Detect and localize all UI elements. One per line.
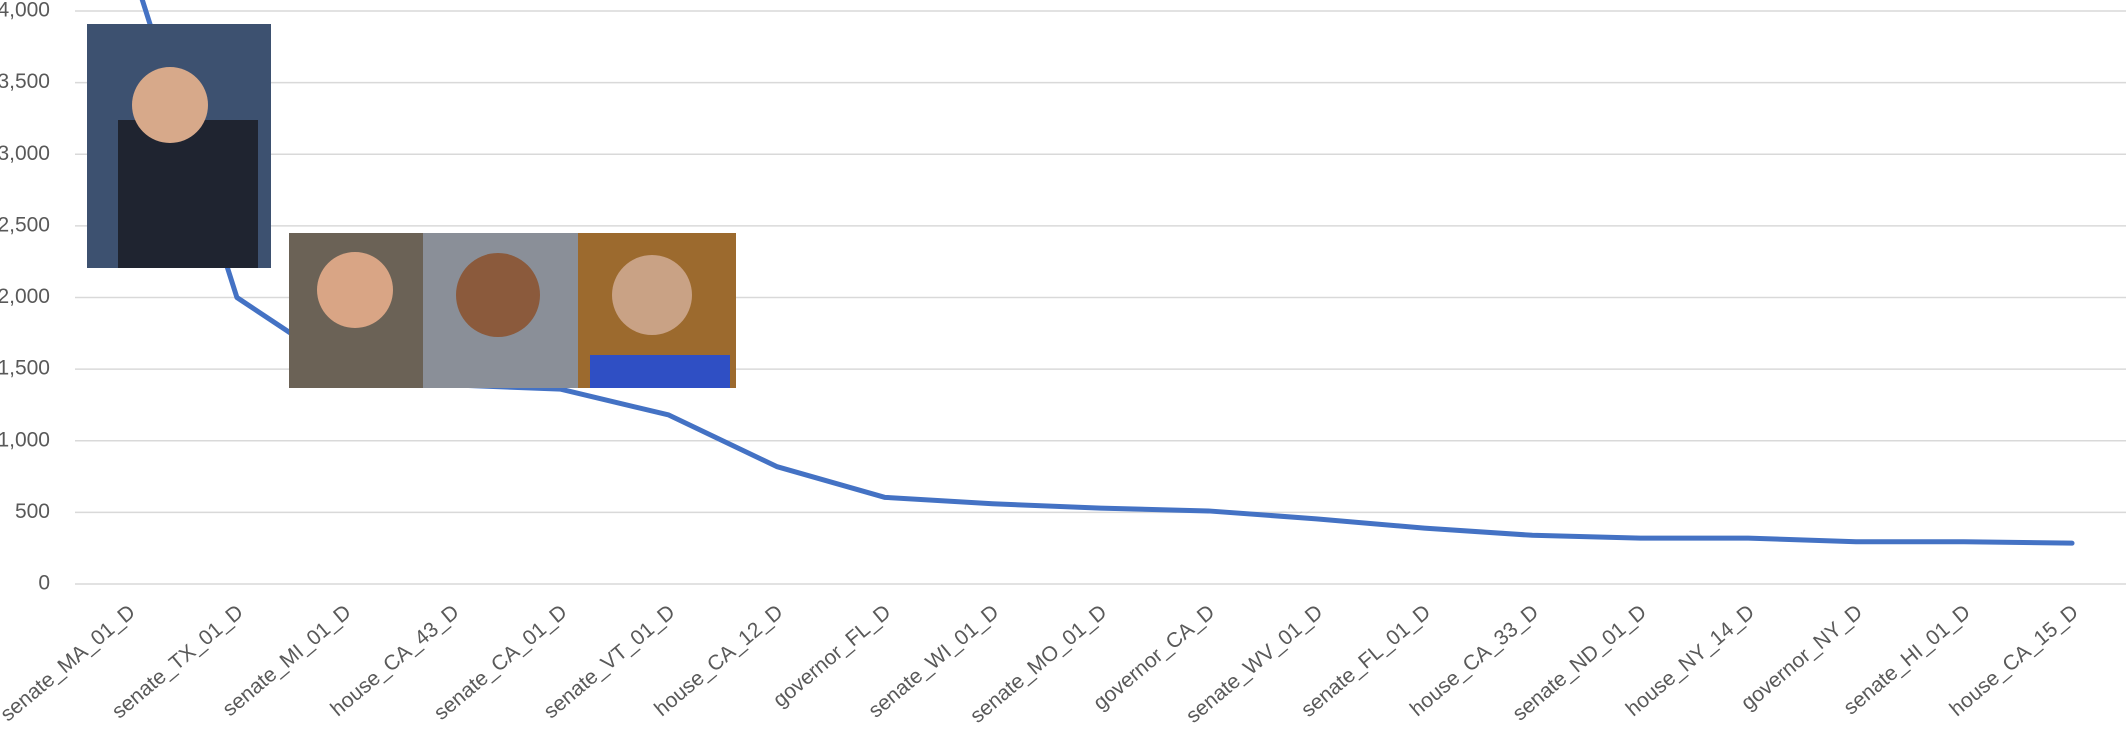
y-tick-label: 500 bbox=[15, 500, 50, 523]
photo-detail bbox=[456, 253, 540, 337]
photo-detail bbox=[590, 355, 730, 388]
photo-detail bbox=[118, 120, 258, 268]
y-tick-label: 1,500 bbox=[0, 357, 50, 380]
y-tick-label: 3,000 bbox=[0, 142, 50, 165]
y-tick-label: 0 bbox=[38, 572, 50, 595]
photos bbox=[87, 24, 736, 388]
y-tick-label: 2,500 bbox=[0, 213, 50, 236]
photo-detail bbox=[317, 252, 393, 328]
y-tick-label: 1,000 bbox=[0, 428, 50, 451]
photo-detail bbox=[612, 255, 692, 335]
photo-detail bbox=[132, 67, 208, 143]
y-tick-label: 4,000 bbox=[0, 0, 50, 22]
y-tick-label: 2,000 bbox=[0, 285, 50, 308]
y-tick-label: 3,500 bbox=[0, 70, 50, 93]
